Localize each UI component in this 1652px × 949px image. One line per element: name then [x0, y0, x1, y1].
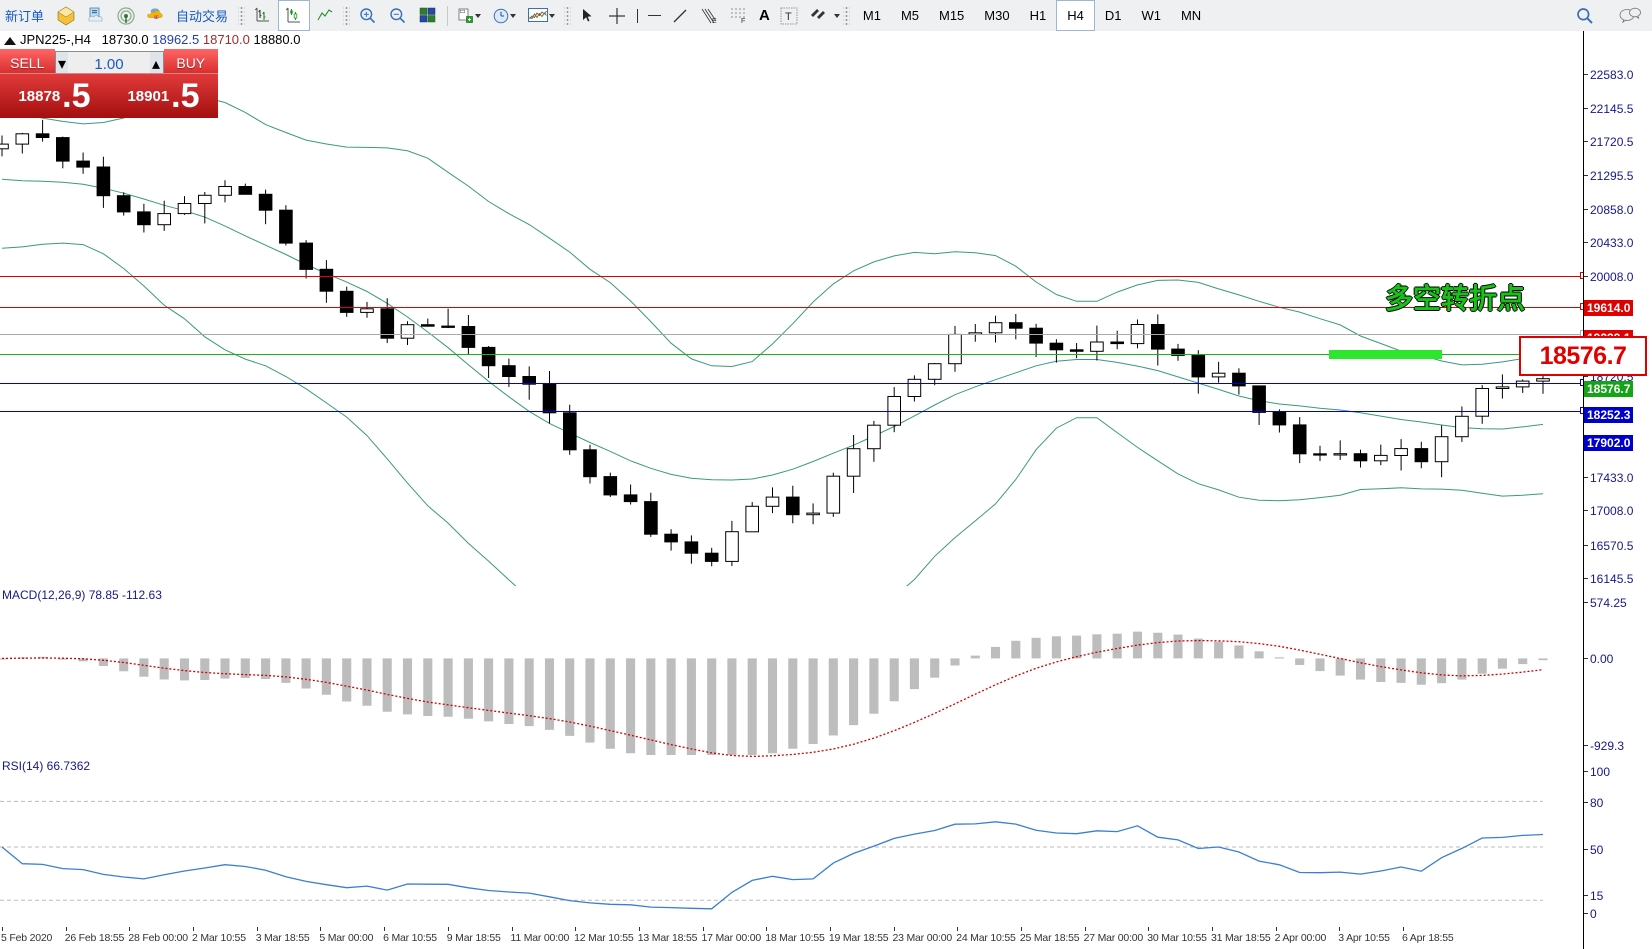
svg-text:T: T: [785, 11, 792, 23]
svg-text:E: E: [712, 18, 717, 25]
svg-text:F: F: [741, 18, 745, 25]
